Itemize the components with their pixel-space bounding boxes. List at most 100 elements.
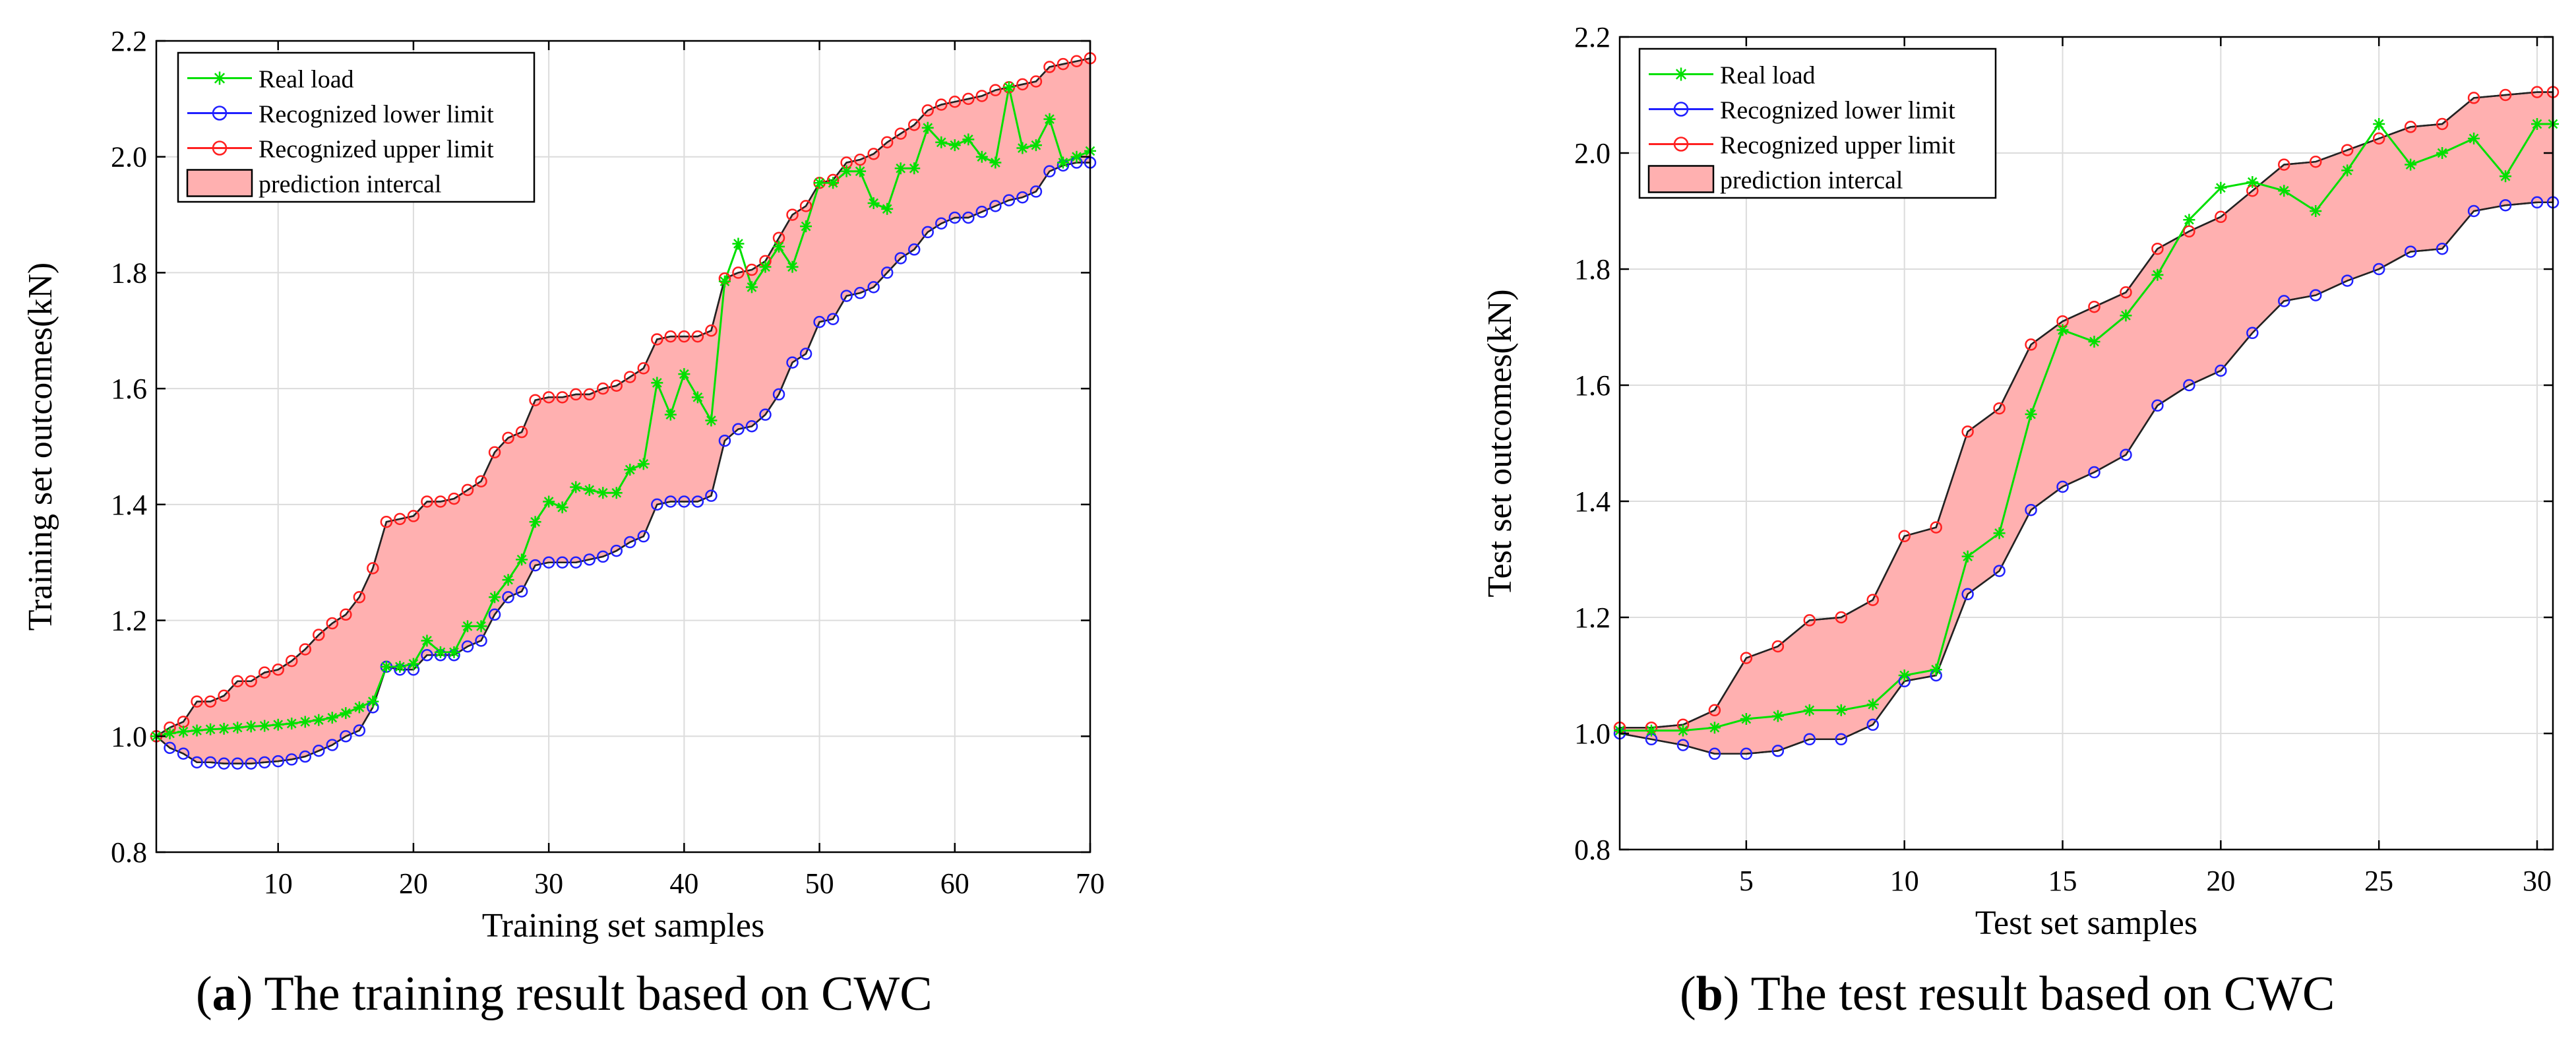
upper-limit-point	[2372, 132, 2385, 145]
real-load-point	[2436, 147, 2449, 159]
upper-limit-point	[678, 330, 690, 343]
upper-limit-point	[353, 591, 366, 604]
upper-limit-line	[1620, 91, 2553, 729]
upper-limit-point	[2530, 86, 2544, 98]
upper-limit-point	[1029, 75, 1043, 88]
x-axis-label: Test set samples	[1975, 904, 2197, 942]
lower-limit-point	[461, 640, 474, 653]
upper-limit-point	[326, 617, 339, 630]
y-tick-label: 2.2	[111, 25, 147, 57]
legend-entry-label: Recognized lower limit	[259, 101, 494, 129]
lower-limit-point	[2151, 399, 2164, 412]
y-tick-label: 1.0	[111, 720, 147, 753]
real-load-point	[2215, 181, 2227, 194]
lower-limit-point	[1029, 185, 1043, 198]
upper-limit-point	[258, 666, 271, 679]
upper-limit-point	[596, 382, 609, 395]
upper-limit-point	[191, 695, 203, 708]
lower-limit-point	[258, 756, 271, 769]
legend-entry-label: Real load	[259, 66, 354, 94]
lower-limit-point	[989, 200, 1002, 212]
lower-limit-line	[1619, 201, 2553, 755]
training-chart: 10 20 30 40 50 60 70 0.8 1.0 1.2 1.4 1.6 1.8 2.0 2.2 Tr…	[22, 25, 1105, 945]
real-load-point	[2373, 118, 2385, 130]
y-tick-label: 1.0	[1574, 718, 1610, 750]
lower-limit-point	[732, 423, 745, 435]
real-load-point	[421, 635, 433, 647]
real-load-point	[732, 237, 745, 250]
upper-limit-point	[948, 96, 962, 108]
y-tick-label: 0.8	[111, 836, 147, 869]
caption-a: (a) The training result based on CWC	[196, 967, 933, 1021]
upper-limit-point	[488, 446, 501, 459]
real-load-point	[2246, 176, 2259, 188]
lower-limit-point	[664, 495, 677, 508]
real-load-point	[921, 121, 934, 134]
lower-limit-point	[1708, 747, 1721, 760]
upper-limit-point	[231, 675, 244, 688]
legend: Real load Recognized lower limit Recognize…	[177, 51, 536, 203]
lower-limit-point	[651, 498, 663, 511]
upper-limit-point	[1803, 614, 1816, 627]
legend-entry-label: prediction intercal	[1720, 167, 1903, 195]
lower-limit-point	[962, 211, 975, 224]
y-tick-label: 2.0	[111, 141, 147, 173]
axes-box	[155, 40, 1091, 853]
x-tick-label: 5	[1739, 865, 1754, 897]
legend-band-swatch	[186, 169, 253, 197]
upper-limit-point	[367, 562, 379, 574]
upper-limit-point	[799, 200, 813, 212]
legend-upper-limit-marker	[212, 140, 228, 156]
y-tick-label: 1.4	[1574, 485, 1610, 518]
legend-entry-label: Recognized upper limit	[259, 136, 494, 164]
real-load-point	[1803, 704, 1816, 716]
real-load-point	[1930, 664, 1942, 676]
lower-limit-point	[705, 489, 718, 502]
real-load-point	[340, 707, 352, 720]
x-tick-label: 10	[1890, 865, 1919, 897]
upper-limit-point	[1043, 61, 1056, 73]
real-load-point	[1835, 704, 1847, 716]
lower-limit-point	[772, 388, 785, 401]
lower-limit-point	[177, 747, 190, 760]
real-load-point	[718, 275, 731, 288]
real-load-point	[2310, 205, 2322, 217]
real-load-point	[2183, 214, 2195, 226]
legend-entry-label: Recognized upper limit	[1720, 132, 1955, 160]
real-load-point	[556, 501, 568, 514]
upper-limit-point	[2499, 88, 2512, 102]
legend-lower-limit-marker	[1673, 102, 1689, 117]
real-load-point	[218, 722, 230, 735]
real-load-point	[962, 133, 975, 146]
real-load-point	[583, 483, 596, 496]
lower-limit-point	[935, 217, 948, 230]
upper-limit-point	[245, 675, 257, 688]
lower-limit-point	[488, 608, 501, 621]
upper-limit-point	[1771, 640, 1785, 653]
real-load-point	[1740, 713, 1752, 725]
y-tick-label: 1.2	[1574, 602, 1610, 634]
real-load-point	[1057, 156, 1069, 169]
real-load-point	[1961, 550, 1974, 563]
real-load-point	[1645, 724, 1657, 737]
x-tick-label: 40	[669, 867, 698, 900]
real-load-point	[2278, 185, 2290, 197]
lower-limit-point	[204, 756, 217, 769]
real-load-point	[489, 591, 501, 604]
real-load-point	[259, 720, 271, 732]
upper-limit-point	[340, 608, 352, 621]
lower-limit-point	[596, 550, 609, 563]
real-load-point	[813, 177, 826, 189]
legend-entry-label: Recognized lower limit	[1720, 97, 1955, 125]
upper-limit-point	[285, 654, 298, 667]
upper-limit-point	[1070, 55, 1083, 67]
lower-limit-point	[191, 756, 203, 769]
upper-limit-point	[610, 379, 623, 392]
lower-limit-point	[1016, 191, 1029, 204]
lower-limit-point	[353, 724, 366, 737]
upper-limit-point	[434, 495, 447, 508]
lower-limit-point	[2404, 245, 2417, 258]
upper-limit-point	[2341, 144, 2354, 156]
lower-limit-point	[921, 226, 934, 239]
real-load-point	[2120, 309, 2132, 322]
